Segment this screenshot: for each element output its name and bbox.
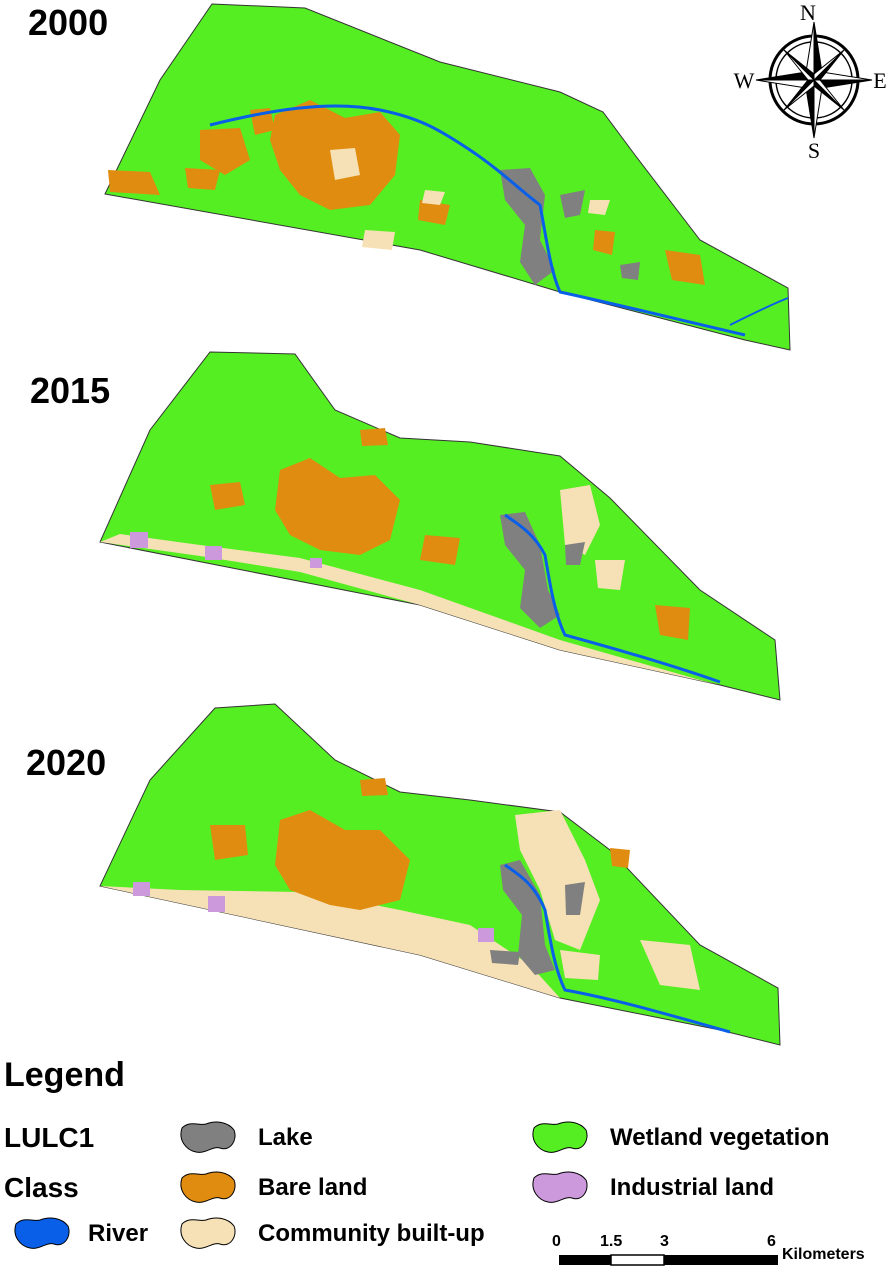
compass-east-label: E [873, 68, 886, 93]
scale-tick-label: 0 [552, 1233, 561, 1250]
legend-label-wetland-vegetation: Wetland vegetation [610, 1124, 830, 1151]
scale-unit-label: Kilometers [782, 1246, 865, 1263]
compass-south-label: S [808, 138, 820, 163]
compass-west-label: W [734, 68, 755, 93]
legend-label-community-built-up: Community built-up [258, 1220, 485, 1247]
legend-item-industrial-land: Industrial land [528, 1168, 828, 1208]
legend-item-river: River [10, 1214, 160, 1254]
legend-label-lake: Lake [258, 1124, 313, 1151]
community-built-up-patch-icon [180, 1217, 236, 1249]
wetland-vegetation-patch-icon [532, 1121, 588, 1153]
legend-label-river: River [88, 1220, 149, 1247]
compass-north-label: N [800, 0, 816, 25]
legend-item-lake: Lake [176, 1118, 376, 1158]
map-year-label: 2020 [26, 742, 107, 783]
scale-tick-label: 1.5 [600, 1233, 623, 1250]
industrial-land-patch-icon [532, 1171, 588, 1203]
legend-title: Legend [4, 1056, 125, 1094]
lake-patch-icon [180, 1121, 236, 1153]
bare-land-patch-icon [180, 1171, 236, 1203]
lulc-map-2020 [99, 703, 781, 1046]
legend-heading-line1: LULC1 [4, 1122, 95, 1153]
scale-bar [559, 1254, 778, 1266]
legend-label-bare-land: Bare land [258, 1174, 368, 1201]
legend-item-community-built-up: Community built-up [176, 1214, 516, 1254]
north-arrow-compass: N S W E [734, 0, 887, 163]
lulc-map-2000 [104, 3, 791, 351]
map-year-label: 2000 [28, 2, 109, 43]
scale-tick-label: 6 [767, 1233, 776, 1250]
scale-tick-label: 3 [660, 1233, 669, 1250]
river-patch-icon [14, 1217, 70, 1249]
legend-label-industrial-land: Industrial land [610, 1174, 775, 1201]
lulc-map-2015 [99, 351, 781, 701]
map-year-label: 2015 [30, 370, 111, 411]
legend-heading-line2: Class [4, 1172, 79, 1203]
legend-item-bare-land: Bare land [176, 1168, 406, 1208]
legend-item-wetland-vegetation: Wetland vegetation [528, 1118, 868, 1158]
